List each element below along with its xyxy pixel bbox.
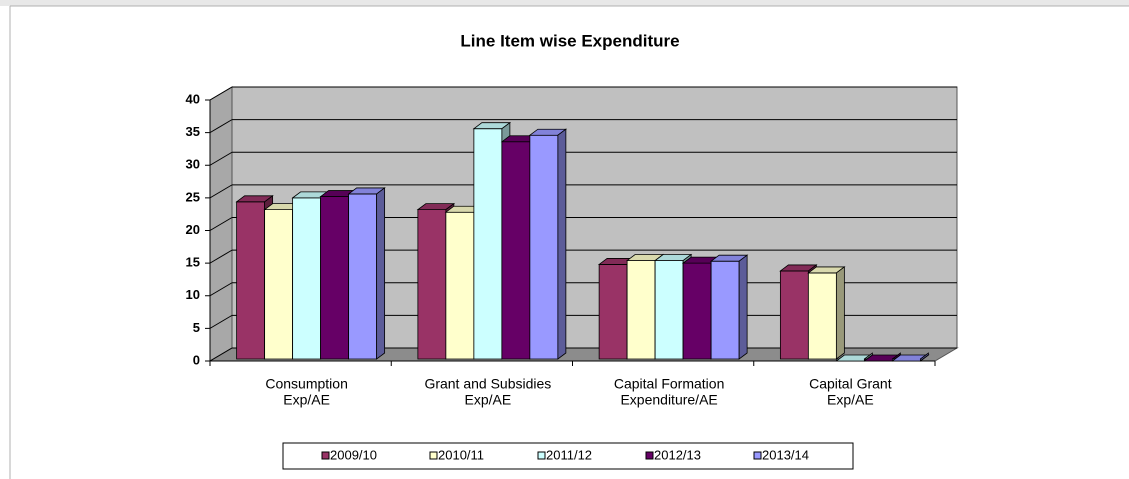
x-tick-label: Grant and Subsidies — [424, 376, 551, 392]
bar — [347, 187, 386, 360]
bar-side — [919, 352, 929, 362]
bar-side — [376, 187, 386, 360]
bar-front — [236, 201, 266, 360]
y-tick-label: 20 — [186, 222, 200, 237]
bar-side — [738, 254, 748, 360]
bar-front — [710, 260, 740, 360]
grid-line — [209, 184, 233, 199]
grid-line — [209, 217, 233, 231]
bar-front — [264, 209, 294, 360]
x-tick-label: Exp/AE — [827, 392, 874, 408]
bar-front — [473, 128, 503, 360]
bar-front — [529, 134, 559, 360]
x-tick-label: Exp/AE — [465, 392, 512, 408]
y-tick-label: 0 — [193, 352, 200, 367]
grid-line — [209, 119, 233, 134]
x-tick-label: Expenditure/AE — [620, 392, 717, 408]
legend-swatch — [321, 451, 330, 460]
bar-front — [626, 260, 656, 360]
x-tick-label: Capital Grant — [809, 376, 892, 392]
legend-label: 2009/10 — [330, 447, 377, 462]
bar-front — [445, 211, 475, 360]
grid-line — [209, 282, 233, 297]
y-tick-label: 25 — [186, 189, 200, 204]
bar — [709, 254, 749, 360]
y-tick-label: 30 — [186, 157, 200, 172]
legend-swatch — [753, 451, 762, 460]
y-tick-label: 5 — [193, 320, 200, 335]
bar-front — [417, 209, 447, 360]
legend-label: 2012/13 — [654, 447, 701, 462]
x-tick-label: Consumption — [265, 376, 348, 392]
legend-label: 2013/14 — [762, 447, 809, 462]
grid-line — [209, 347, 233, 362]
grid-line — [209, 151, 233, 166]
bar — [863, 352, 902, 362]
chart-title: Line Item wise Expenditure — [460, 31, 679, 50]
bar-side — [835, 266, 845, 360]
bar-front — [320, 196, 350, 360]
bar-front — [598, 264, 628, 360]
bar-front — [654, 260, 684, 360]
legend-swatch — [429, 451, 438, 460]
top-bar — [0, 0, 1129, 6]
bar-front — [682, 262, 712, 360]
y-tick-label: 10 — [186, 287, 200, 302]
grid-line — [209, 86, 233, 101]
grid-line — [209, 314, 233, 329]
y-tick-label: 40 — [186, 91, 200, 106]
x-tick-label: Capital Formation — [614, 376, 725, 392]
legend-swatch — [537, 451, 546, 460]
legend-label: 2010/11 — [438, 447, 484, 462]
bar — [528, 128, 568, 360]
bar-front — [779, 270, 809, 360]
x-tick-label: Exp/AE — [283, 392, 330, 408]
bar-side — [557, 128, 567, 360]
bar-front — [501, 141, 531, 360]
y-tick-label: 35 — [186, 124, 200, 139]
bar-front — [292, 197, 322, 360]
legend-label: 2011/12 — [546, 447, 592, 462]
bar-front — [807, 272, 837, 360]
grid-line — [209, 249, 233, 264]
bar — [891, 352, 930, 362]
bar — [807, 266, 846, 360]
y-tick-label: 15 — [186, 255, 200, 270]
legend-swatch — [645, 451, 654, 460]
bar-front — [348, 193, 378, 360]
